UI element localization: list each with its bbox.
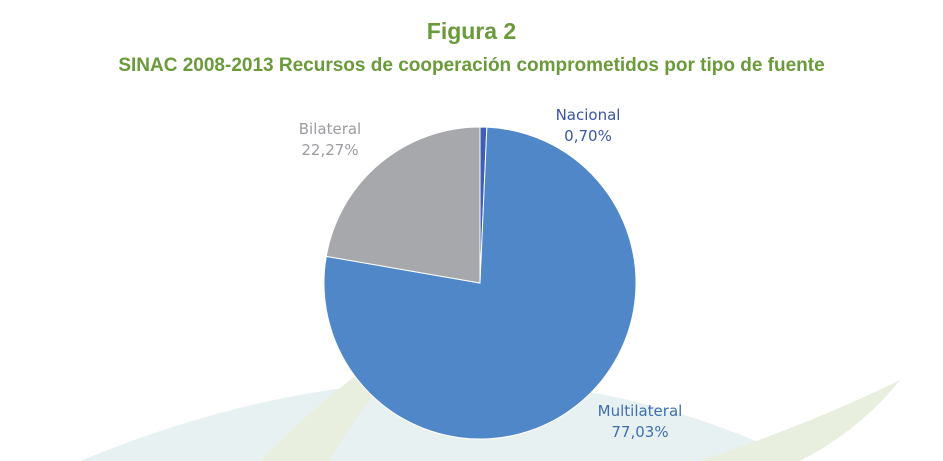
pie-slice-bilateral	[325, 126, 481, 284]
slice-label-multilateral: Multilateral	[598, 402, 683, 420]
slice-label-bilateral: Bilateral	[299, 120, 361, 138]
slice-value-nacional: 0,70%	[564, 127, 612, 145]
figure-label: Figura 2	[426, 18, 517, 44]
slice-label-nacional: Nacional	[556, 106, 621, 124]
background-swoosh	[700, 380, 900, 461]
slice-value-multilateral: 77,03%	[611, 423, 668, 441]
chart-subtitle: SINAC 2008-2013 Recursos de cooperación …	[118, 55, 825, 76]
slice-value-bilateral: 22,27%	[301, 141, 358, 159]
